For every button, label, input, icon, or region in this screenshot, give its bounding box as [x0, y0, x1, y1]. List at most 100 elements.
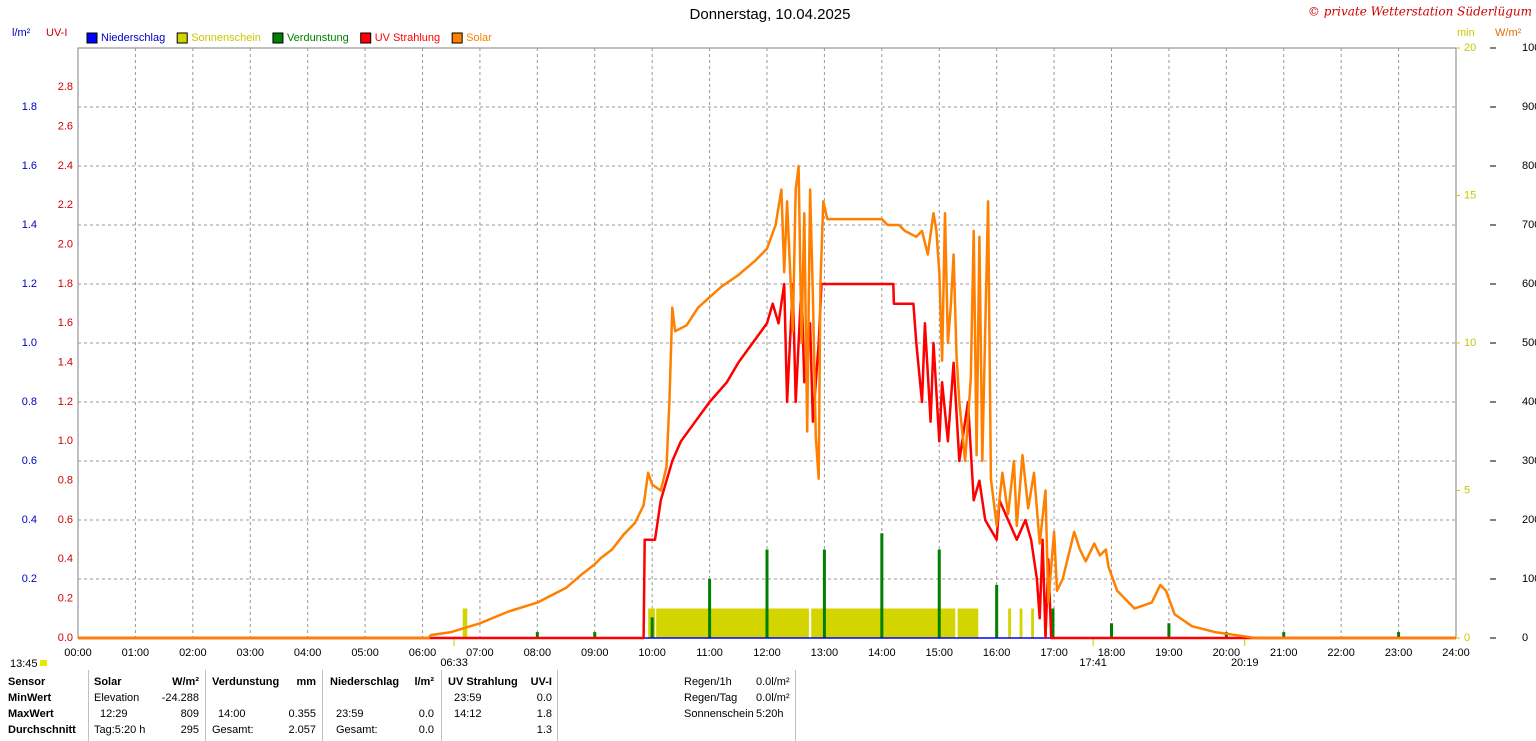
x-tick-label: 15:00 — [925, 647, 953, 659]
evaporation-bar — [937, 549, 941, 638]
y-tick-label: 0.4 — [22, 514, 37, 526]
y2-tick-label: 1.8 — [58, 278, 73, 290]
y-tick-label: 0.2 — [22, 573, 37, 585]
y2-tick-label: 0.8 — [58, 475, 73, 487]
table-cell: 5:20h — [756, 708, 784, 720]
sunshine-bar — [1019, 608, 1023, 638]
x-tick-label: 23:00 — [1385, 647, 1413, 659]
sunshine-bar — [1008, 608, 1012, 638]
x-tick-label: 07:00 — [466, 647, 494, 659]
y4-tick-label: 500 — [1522, 337, 1536, 349]
y4-tick-label: 100 — [1522, 573, 1536, 585]
time-marker-label: 20:19 — [1231, 657, 1259, 669]
evaporation-bar — [765, 549, 769, 638]
axis-title: min — [1457, 27, 1475, 39]
y4-tick-label: 400 — [1522, 396, 1536, 408]
x-tick-label: 02:00 — [179, 647, 207, 659]
table-cell: 809 — [180, 708, 199, 720]
table-cell: 0.355 — [288, 708, 316, 720]
table-cell: MaxWert — [8, 708, 54, 720]
table-separator — [205, 670, 206, 741]
y-tick-label: 1.4 — [22, 219, 37, 231]
table-cell: Niederschlag — [330, 676, 400, 688]
table-cell: Regen/Tag — [684, 692, 738, 704]
stats-table: Sensor MinWert MaxWert Durchschnitt Solar W/m… — [0, 670, 1536, 741]
table-separator — [441, 670, 442, 741]
table-cell: 14:00 — [218, 708, 246, 720]
sun-dot — [40, 660, 47, 666]
legend-swatch — [86, 32, 98, 44]
y3-tick-label: 15 — [1464, 189, 1476, 201]
y3-tick-label: 0 — [1464, 632, 1470, 644]
table-cell: 12:29 — [100, 708, 128, 720]
evaporation-bar — [880, 533, 884, 638]
table-cell: mm — [296, 676, 316, 688]
sunshine-bar — [957, 608, 979, 638]
y-tick-label: 1.2 — [22, 278, 37, 290]
evaporation-bar — [1397, 632, 1401, 638]
table-cell: 2.057 — [288, 724, 316, 736]
table-cell: MinWert — [8, 692, 52, 704]
time-marker-label: 17:41 — [1079, 657, 1107, 669]
evaporation-bar — [1167, 623, 1171, 638]
y2-tick-label: 2.8 — [58, 81, 73, 93]
y3-tick-label: 10 — [1464, 337, 1476, 349]
table-cell: Elevation — [94, 692, 140, 704]
y4-tick-label: 800 — [1522, 160, 1536, 172]
y4-tick-label: 1000 — [1522, 42, 1536, 54]
x-tick-label: 09:00 — [581, 647, 609, 659]
table-cell: -24.288 — [161, 692, 199, 704]
y4-tick-label: 200 — [1522, 514, 1536, 526]
time-now: 13:45 — [10, 658, 38, 670]
table-cell: Sonnenschein — [684, 708, 754, 720]
table-cell: 0.0 — [536, 692, 552, 704]
y4-tick-label: 600 — [1522, 278, 1536, 290]
table-separator — [557, 670, 558, 741]
table-cell: Durchschnitt — [8, 724, 76, 736]
table-cell: 1.3 — [536, 724, 552, 736]
y2-tick-label: 0.4 — [58, 553, 73, 565]
x-tick-label: 19:00 — [1155, 647, 1183, 659]
y2-tick-label: 2.6 — [58, 121, 73, 133]
x-tick-label: 05:00 — [351, 647, 379, 659]
y2-tick-label: 1.6 — [58, 317, 73, 329]
y2-tick-label: 0.0 — [58, 632, 73, 644]
x-tick-label: 16:00 — [983, 647, 1011, 659]
sunshine-bar — [462, 608, 468, 638]
y-tick-label: 1.6 — [22, 160, 37, 172]
y2-tick-label: 1.0 — [58, 435, 73, 447]
time-marker-label: 06:33 — [440, 657, 468, 669]
x-tick-label: 18:00 — [1098, 647, 1126, 659]
table-cell: 1.8 — [536, 708, 552, 720]
y3-tick-label: 20 — [1464, 42, 1476, 54]
y-tick-label: 1.0 — [22, 337, 37, 349]
x-tick-label: 10:00 — [638, 647, 666, 659]
evaporation-bar — [822, 549, 826, 638]
table-cell: 0.0 — [418, 724, 434, 736]
table-cell: 23:59 — [454, 692, 482, 704]
legend-label: Verdunstung — [287, 32, 349, 44]
y2-tick-label: 1.2 — [58, 396, 73, 408]
table-separator — [795, 670, 796, 741]
x-tick-label: 13:00 — [811, 647, 839, 659]
table-cell: Solar — [94, 676, 122, 688]
evaporation-bar — [650, 617, 654, 638]
evaporation-bar — [995, 584, 999, 638]
x-tick-label: 22:00 — [1327, 647, 1355, 659]
evaporation-bar — [708, 579, 712, 638]
x-tick-label: 08:00 — [524, 647, 552, 659]
table-cell: 14:12 — [454, 708, 482, 720]
table-cell: Gesamt: — [212, 724, 254, 736]
legend-swatch — [272, 32, 284, 44]
x-tick-label: 11:00 — [696, 647, 723, 659]
evaporation-bar — [1224, 632, 1228, 638]
table-cell: W/m² — [172, 676, 199, 688]
chart: Donnerstag, 10.04.2025 © private Wetters… — [10, 5, 1536, 670]
x-tick-label: 00:00 — [64, 647, 92, 659]
table-separator — [88, 670, 89, 741]
table-cell: Sensor — [8, 676, 46, 688]
table-cell: UV Strahlung — [448, 676, 518, 688]
x-tick-label: 17:00 — [1040, 647, 1068, 659]
sunshine-bar — [656, 608, 809, 638]
series-line — [78, 282, 1456, 640]
